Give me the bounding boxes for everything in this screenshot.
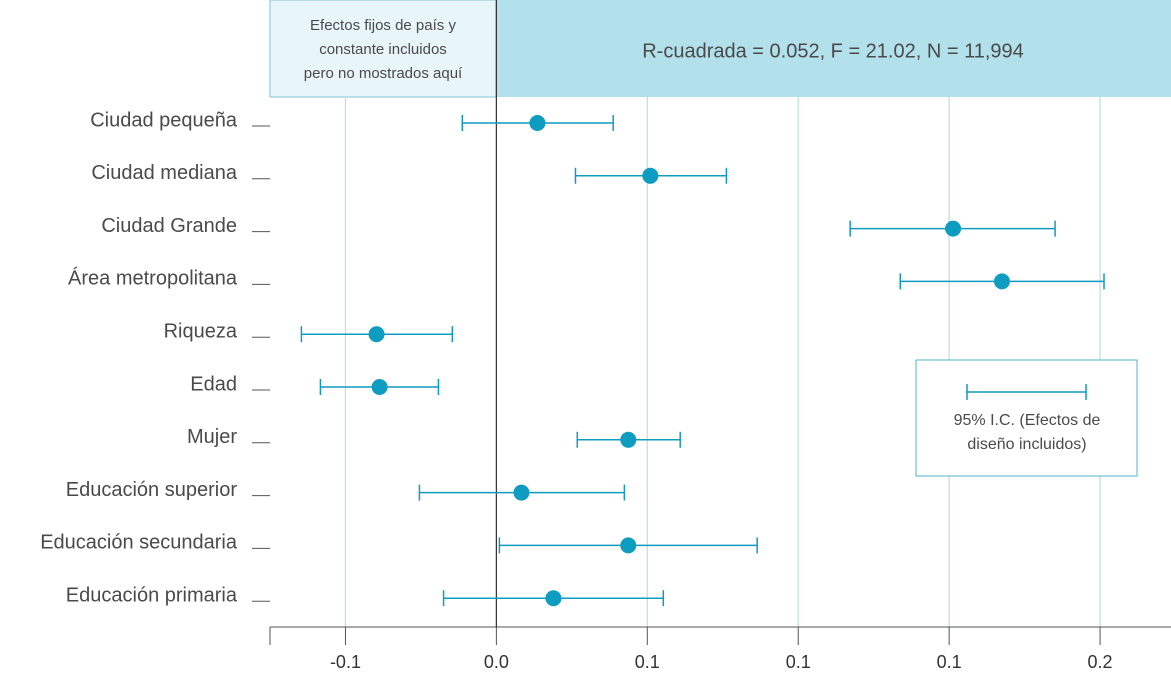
stats-text: R-cuadrada = 0.052, F = 21.02, N = 11,99… <box>642 40 1024 62</box>
category-label: Educación primaria <box>66 584 238 606</box>
note-line: constante incluidos <box>319 41 447 58</box>
category-label: Educación superior <box>66 479 238 501</box>
category-label: Ciudad mediana <box>91 162 238 184</box>
point <box>993 273 1010 290</box>
x-tick-label: 0.2 <box>1088 652 1113 672</box>
note-box <box>269 0 497 98</box>
x-tick-label: 0.1 <box>937 652 962 672</box>
note-line: Efectos fijos de país y <box>310 17 456 34</box>
category-label: Área metropolitana <box>68 267 238 290</box>
stats-box <box>496 0 1171 97</box>
point <box>620 431 637 448</box>
category-label: Educación secundaria <box>40 532 238 554</box>
point <box>620 537 637 554</box>
point <box>513 484 530 501</box>
x-tick-label: 0.0 <box>484 652 509 672</box>
x-tick-label: 0.1 <box>635 652 660 672</box>
legend-box <box>915 359 1138 477</box>
point <box>945 220 962 237</box>
x-tick-label: 0.1 <box>786 652 811 672</box>
point <box>642 167 659 184</box>
category-label: Riqueza <box>164 320 238 342</box>
legend-symbol <box>966 384 1087 400</box>
category-label: Ciudad pequeña <box>90 109 238 131</box>
category-label: Ciudad Grande <box>101 215 237 237</box>
note-line: pero no mostrados aquí <box>304 65 463 82</box>
category-label: Mujer <box>187 426 237 448</box>
legend-label: 95% I.C. (Efectos de <box>954 412 1101 429</box>
plot-area: -0.1 0.0 0.1 0.1 0.1 0.2 Ciudad pequeña Ciudad … <box>40 0 1171 672</box>
legend-label: diseño incluidos) <box>967 436 1086 453</box>
point <box>371 379 388 395</box>
x-tick-label: -0.1 <box>330 652 361 672</box>
category-label: Edad <box>190 373 237 395</box>
point <box>368 326 385 343</box>
point <box>529 115 546 131</box>
point <box>545 590 562 607</box>
